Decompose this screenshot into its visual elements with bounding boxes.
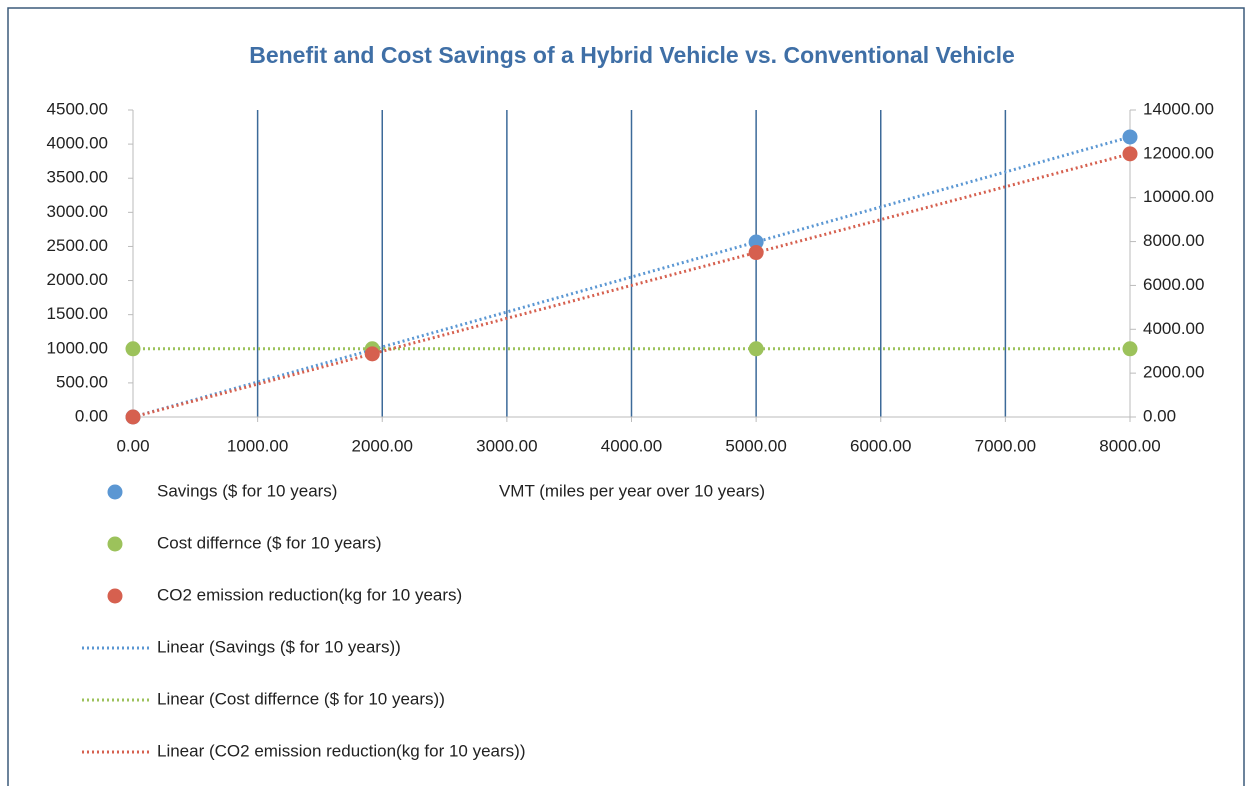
x-tick-label: 6000.00 [850, 436, 911, 455]
point [748, 234, 764, 250]
y2-tick-label: 6000.00 [1143, 275, 1204, 294]
x-tick-label: 7000.00 [975, 436, 1036, 455]
legend-marker [107, 536, 123, 552]
y2-tick-label: 10000.00 [1143, 187, 1214, 206]
point [364, 346, 380, 362]
y-tick-label: 0.00 [75, 406, 108, 425]
legend-label: Linear (Savings ($ for 10 years)) [157, 637, 401, 656]
x-tick-label: 0.00 [116, 436, 149, 455]
x-tick-label: 5000.00 [725, 436, 786, 455]
legend-label: Linear (Cost differnce ($ for 10 years)) [157, 689, 445, 708]
legend-marker [107, 484, 123, 500]
point [125, 409, 141, 425]
y-tick-label: 1000.00 [47, 338, 108, 357]
x-tick-label: 4000.00 [601, 436, 662, 455]
y-tick-label: 2000.00 [47, 270, 108, 289]
trendline [132, 152, 1131, 419]
x-tick-label: 2000.00 [352, 436, 413, 455]
chart-frame [7, 7, 1245, 786]
x-tick-label: 8000.00 [1099, 436, 1160, 455]
y2-tick-label: 8000.00 [1143, 231, 1204, 250]
point [748, 245, 764, 261]
y-tick-label: 2500.00 [47, 236, 108, 255]
y-tick-label: 3000.00 [47, 202, 108, 221]
point [748, 341, 764, 357]
legend-marker [107, 588, 123, 604]
x-axis-label: VMT (miles per year over 10 years) [499, 481, 765, 500]
y-tick-label: 1500.00 [47, 304, 108, 323]
point [125, 341, 141, 357]
legend-label: Linear (CO2 emission reduction(kg for 10… [157, 741, 525, 760]
y2-tick-label: 12000.00 [1143, 143, 1214, 162]
y2-tick-label: 0.00 [1143, 406, 1176, 425]
y2-tick-label: 2000.00 [1143, 363, 1204, 382]
y-tick-label: 4000.00 [47, 134, 108, 153]
legend-label: Cost differnce ($ for 10 years) [157, 533, 382, 552]
y-tick-label: 500.00 [56, 372, 108, 391]
x-tick-label: 3000.00 [476, 436, 537, 455]
y-tick-label: 3500.00 [47, 168, 108, 187]
point [1122, 129, 1138, 145]
y2-tick-label: 14000.00 [1143, 99, 1214, 118]
legend-label: Savings ($ for 10 years) [157, 481, 337, 500]
y2-tick-label: 4000.00 [1143, 319, 1204, 338]
point [1122, 146, 1138, 162]
legend-label: CO2 emission reduction(kg for 10 years) [157, 585, 462, 604]
point [1122, 341, 1138, 357]
y-tick-label: 4500.00 [47, 99, 108, 118]
chart-title: Benefit and Cost Savings of a Hybrid Veh… [249, 42, 1015, 68]
x-tick-label: 1000.00 [227, 436, 288, 455]
